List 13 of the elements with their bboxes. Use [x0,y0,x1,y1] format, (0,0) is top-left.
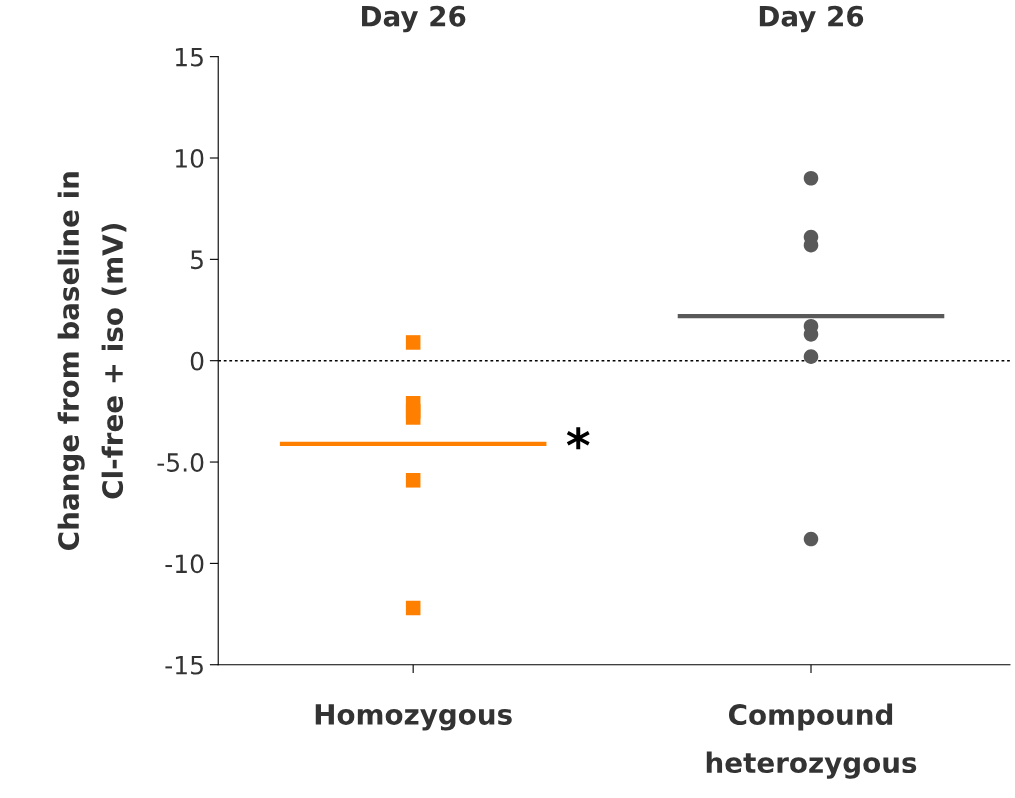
text: Day 26 [759,5,864,33]
y-tick-label: -15 [165,656,203,675]
y-tick-label: 10 [175,148,204,168]
annotation: * [566,427,590,450]
x-tick-label: Compound heterozygous [706,703,917,779]
y-tick-label: 5 [191,250,203,270]
y-tick-label: 0 [190,351,204,371]
text: Day 26 [362,5,466,33]
y-tick-label: -5.0 [157,452,204,472]
y-tick-label: 15 [175,47,203,67]
y-tick-label: -10 [165,554,204,574]
y-axis-title: Change from baseline in Cl-free + iso (mV) [57,172,127,550]
x-tick-label: Homozygous [315,704,512,731]
